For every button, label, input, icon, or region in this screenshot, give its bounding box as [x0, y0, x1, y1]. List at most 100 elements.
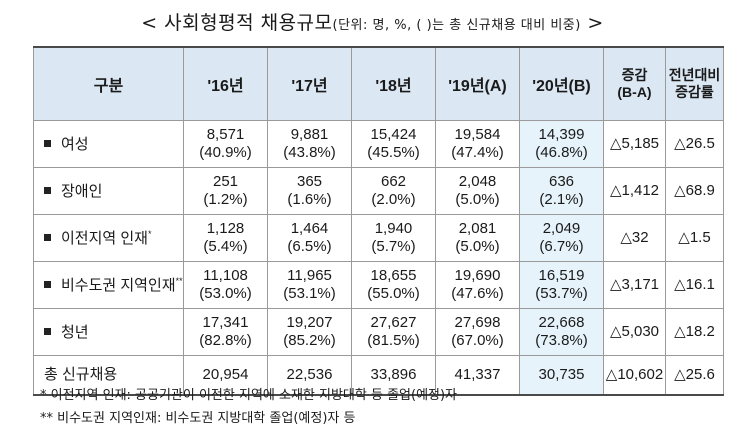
footnote-marker: *: [147, 228, 152, 239]
row-label-text: 청년: [61, 323, 89, 341]
cell-count: 27,627: [370, 314, 417, 331]
cell-change: △5,185: [603, 120, 666, 168]
row-label-text: 비수도권 지역인재: [61, 276, 176, 294]
cell-count: 662: [380, 173, 407, 190]
row-label: 청년: [33, 308, 184, 356]
cell-share: (53.7%): [535, 285, 588, 302]
header-2020: '20년(B): [519, 46, 604, 121]
cell-2018: 1,940 (5.7%): [351, 214, 436, 262]
footnote-marker: **: [175, 275, 183, 286]
cell-share: (53.0%): [199, 285, 252, 302]
table-row: 이전지역 인재* 1,128 (5.4%) 1,464 (6.5%) 1,940 (5.7%…: [33, 214, 724, 262]
row-label-text: 장애인: [61, 182, 103, 200]
cell-count: 1,940: [374, 220, 413, 237]
row-label: 이전지역 인재*: [33, 214, 184, 262]
cell-share: (1.6%): [287, 191, 332, 208]
table-row: 청년 17,341 (82.8%) 19,207 (85.2%) 27,627 (81.5%…: [33, 308, 724, 356]
cell-2017: 9,881 (43.8%): [267, 120, 352, 168]
row-label: 여성: [33, 120, 184, 168]
cell-rate: △1.5: [665, 214, 724, 262]
cell-count: 22,668: [538, 314, 585, 331]
table-row: 비수도권 지역인재** 11,108 (53.0%) 11,965 (53.1%) 18,…: [33, 261, 724, 309]
header-2016: '16년: [183, 46, 268, 121]
total-2020: 30,735: [519, 355, 604, 396]
cell-2016: 8,571 (40.9%): [183, 120, 268, 168]
cell-count: 636: [548, 173, 575, 190]
cell-count: 365: [296, 173, 323, 190]
cell-2018: 18,655 (55.0%): [351, 261, 436, 309]
header-rate-line1: 전년대비: [668, 66, 721, 83]
cell-share: (43.8%): [283, 144, 336, 161]
cell-count: 2,048: [458, 173, 497, 190]
header-2019: '19년(A): [435, 46, 520, 121]
cell-share: (55.0%): [367, 285, 420, 302]
cell-change: △5,030: [603, 308, 666, 356]
cell-share: (85.2%): [283, 332, 336, 349]
cell-rate: △16.1: [665, 261, 724, 309]
cell-2020: 2,049 (6.7%): [519, 214, 604, 262]
row-label-text: 여성: [61, 135, 89, 153]
footnote-2: ** 비수도권 지역인재: 비수도권 지방대학 졸업(예정)자 등: [40, 411, 356, 426]
header-2017: '17년: [267, 46, 352, 121]
cell-rate: △26.5: [665, 120, 724, 168]
square-bullet-icon: [44, 281, 51, 289]
cell-change: △3,171: [603, 261, 666, 309]
cell-count: 19,207: [286, 314, 333, 331]
cell-2017: 11,965 (53.1%): [267, 261, 352, 309]
square-bullet-icon: [44, 140, 51, 148]
header-row: 구분 '16년 '17년 '18년 '19년(A) '20년(B) 증감 (B-…: [33, 46, 724, 121]
cell-count: 11,108: [203, 267, 248, 284]
cell-share: (82.8%): [199, 332, 252, 349]
cell-share: (81.5%): [367, 332, 420, 349]
cell-2018: 15,424 (45.5%): [351, 120, 436, 168]
header-change-line2: (B-A): [617, 84, 652, 100]
table-title: < 사회형평적 채용규모(단위: 명, %, ( )는 총 신규채용 대비 비중…: [0, 8, 745, 35]
cell-share: (1.2%): [203, 191, 248, 208]
square-bullet-icon: [44, 328, 51, 336]
cell-change: △1,412: [603, 167, 666, 215]
cell-count: 19,584: [454, 126, 501, 143]
title-close: >: [587, 12, 604, 34]
cell-change: △32: [603, 214, 666, 262]
cell-2017: 19,207 (85.2%): [267, 308, 352, 356]
row-label: 장애인: [33, 167, 184, 215]
footnote-1: * 이전지역 인재: 공공기관이 이전한 지역에 소재한 지방대학 등 졸업(예…: [40, 388, 458, 403]
cell-2019: 2,081 (5.0%): [435, 214, 520, 262]
cell-2019: 2,048 (5.0%): [435, 167, 520, 215]
cell-2017: 365 (1.6%): [267, 167, 352, 215]
cell-share: (45.5%): [367, 144, 420, 161]
total-change: △10,602: [603, 355, 666, 396]
cell-rate: △18.2: [665, 308, 724, 356]
total-2016: 20,954: [183, 355, 268, 396]
header-rate: 전년대비 증감률: [665, 46, 724, 121]
header-change: 증감 (B-A): [603, 46, 666, 121]
cell-count: 1,464: [290, 220, 329, 237]
cell-count: 2,049: [542, 220, 581, 237]
total-row: 총 신규채용 20,954 22,536 33,896 41,337 30,73…: [33, 355, 724, 396]
table-row: 장애인 251 (1.2%) 365 (1.6%) 662 (2.0%) 2,048 (5.0%…: [33, 167, 724, 215]
cell-count: 8,571: [206, 126, 245, 143]
cell-share: (6.7%): [539, 238, 584, 255]
square-bullet-icon: [44, 187, 51, 195]
cell-2018: 27,627 (81.5%): [351, 308, 436, 356]
cell-share: (5.7%): [371, 238, 416, 255]
cell-2019: 19,690 (47.6%): [435, 261, 520, 309]
cell-count: 27,698: [454, 314, 501, 331]
title-main: < 사회형평적 채용규모: [141, 12, 333, 34]
cell-count: 2,081: [458, 220, 497, 237]
header-2018: '18년: [351, 46, 436, 121]
header-change-line1: 증감: [621, 66, 648, 83]
cell-count: 18,655: [370, 267, 417, 284]
cell-2020: 636 (2.1%): [519, 167, 604, 215]
cell-2016: 251 (1.2%): [183, 167, 268, 215]
cell-2020: 14,399 (46.8%): [519, 120, 604, 168]
cell-share: (47.6%): [451, 285, 504, 302]
row-label: 비수도권 지역인재**: [33, 261, 184, 309]
cell-count: 14,399: [538, 126, 585, 143]
cell-share: (2.0%): [371, 191, 416, 208]
cell-count: 17,341: [202, 314, 249, 331]
cell-share: (47.4%): [451, 144, 504, 161]
cell-share: (53.1%): [283, 285, 336, 302]
cell-share: (73.8%): [535, 332, 588, 349]
cell-count: 19,690: [454, 267, 501, 284]
